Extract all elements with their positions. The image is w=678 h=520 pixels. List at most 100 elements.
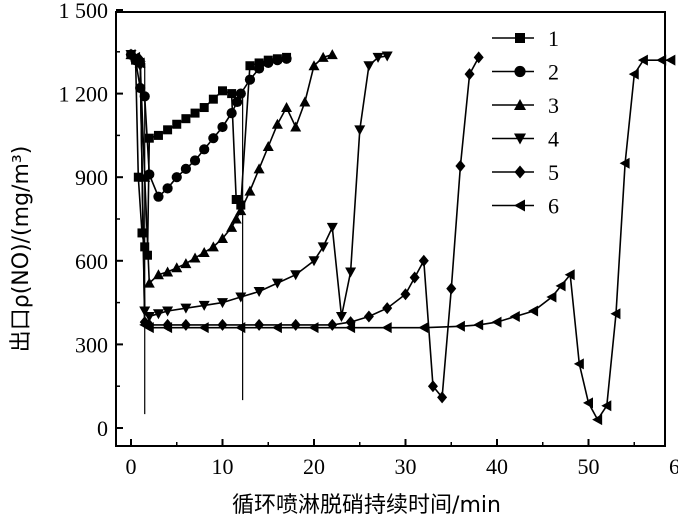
series-4-point-6 [180,303,192,314]
legend-marker-1 [515,33,525,43]
series-6-point-4 [143,322,154,334]
series-3-point-12 [226,221,238,232]
series-6-point-9 [308,322,319,334]
series-1-point-19 [254,58,264,68]
series-6-point-23 [592,414,603,426]
series-6-point-21 [573,358,584,370]
series-6-point-20 [564,269,575,281]
series-4-point-15 [326,222,338,233]
series-4-point-7 [198,300,210,311]
series-3-point-19 [281,102,293,113]
series-3-point-6 [171,262,183,273]
plot-area [125,48,676,426]
series-2-point-15 [235,88,246,99]
series-5-line [130,53,480,400]
series-2-point-10 [199,144,210,155]
legend-item-5: 5 [492,160,559,185]
series-4-point-18 [354,125,366,136]
series-3-point-9 [198,246,210,257]
series-6-point-11 [381,322,392,334]
series-3-point-5 [162,266,174,277]
series-3-point-7 [180,258,192,269]
series-6-point-14 [473,319,484,331]
x-tick-label-6: 60 [669,454,678,479]
series-3-point-20 [290,121,302,132]
legend-item-6: 6 [492,194,559,219]
series-2-point-7 [171,172,182,183]
series-6-point-16 [509,311,520,323]
plot-frame [115,11,666,447]
series-6 [125,49,676,426]
series-6-point-2 [134,57,145,69]
series-4-point-19 [363,61,375,72]
x-axis-title: 循环喷淋脱硝持续时间/min [232,493,501,518]
x-tick-label-3: 30 [395,454,417,479]
series-1-point-11 [190,108,200,118]
series-3-point-14 [235,205,247,216]
series-3-point-23 [317,51,329,62]
series-5-point-13 [400,288,411,301]
series-2-point-8 [180,163,191,174]
series-2-point-20 [281,53,292,64]
series-1-point-6 [144,133,154,143]
series-2-point-17 [254,63,265,74]
series-3-point-4 [152,269,164,280]
x-tick-label-5: 50 [578,454,600,479]
series-3-point-8 [189,252,201,263]
series-1-point-9 [172,119,182,129]
series-6-point-25 [610,308,621,320]
legend-marker-3 [514,99,526,110]
series-1-point-2 [133,172,143,182]
series-3-point-24 [326,49,338,60]
series-3-point-16 [253,163,265,174]
series-6-point-1 [130,51,141,63]
series-2-point-18 [263,57,274,69]
series-6-point-13 [454,320,465,332]
series-4-point-5 [162,306,174,317]
series-3-point-3 [143,277,155,288]
legend-marker-6 [514,199,525,212]
series-2-point-12 [217,121,228,133]
series-6-point-28 [637,54,648,66]
series-3-point-10 [207,241,219,252]
series-3-point-22 [308,60,320,71]
series-2-point-6 [162,183,173,194]
series-6-point-17 [528,305,539,317]
series-4-point-14 [317,242,329,253]
y-tick-label-2: 600 [75,249,108,274]
series-5-point-19 [455,160,466,173]
series-1-point-18 [245,61,255,71]
series-1-point-7 [153,130,163,140]
series-3-point-13 [230,213,242,224]
series-6-point-18 [546,291,557,303]
series-2-point-16 [244,74,256,85]
legend-item-1: 1 [492,26,559,51]
series-6-point-5 [162,322,173,334]
series-2-point-11 [208,133,219,144]
series-2-point-9 [189,155,201,166]
legend-item-3: 3 [492,93,559,118]
series-1-point-8 [163,125,173,135]
series-6-point-6 [198,322,209,334]
series-3-point-21 [299,96,311,107]
series-5-point-15 [418,254,429,267]
series-4-point-13 [308,256,320,267]
legend-label-2: 2 [548,60,559,85]
series-5-point-11 [363,310,374,323]
series-1-point-3 [137,228,147,238]
series-5-point-18 [446,282,457,295]
series-1-point-13 [208,94,218,104]
series-1-point-10 [181,114,191,124]
series-1-point-15 [227,89,237,99]
series-4-point-3 [143,312,155,323]
y-tick-label-1: 300 [75,332,108,357]
legend-label-4: 4 [548,127,559,152]
x-tick-label-2: 20 [303,454,325,479]
series-2-point-13 [226,108,237,119]
series-1-point-12 [199,103,209,113]
legend-label-1: 1 [548,26,559,51]
legend-item-4: 4 [492,127,559,152]
series-1-point-16 [231,194,241,204]
